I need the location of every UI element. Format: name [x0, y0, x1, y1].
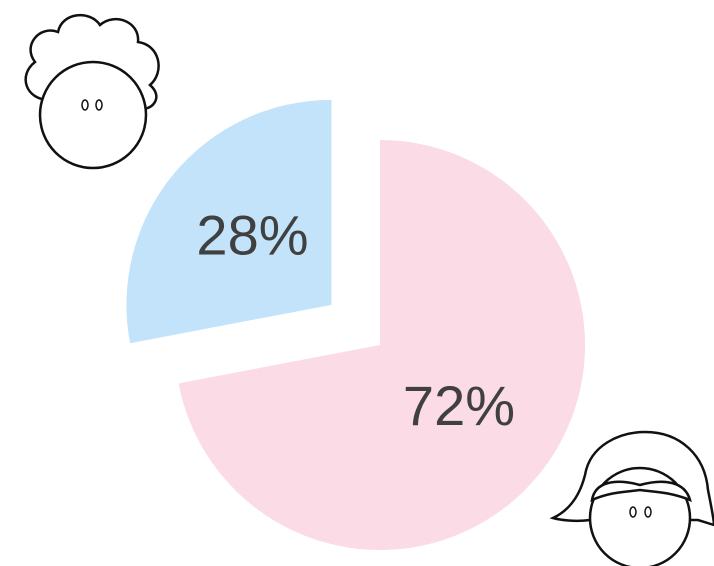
slice-label: 28% [196, 203, 308, 266]
pie-slice [178, 140, 586, 550]
pie-slice [126, 99, 332, 344]
woman-icon [549, 430, 714, 566]
slice-label: 72% [403, 374, 515, 437]
man-icon [24, 13, 160, 170]
